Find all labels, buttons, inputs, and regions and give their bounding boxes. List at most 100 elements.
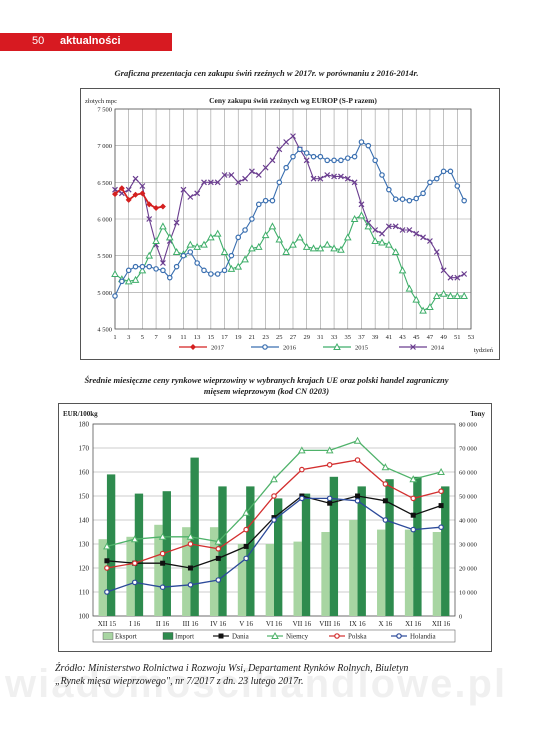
chart2-point-Polska [410, 495, 417, 502]
chart2-bar-Import [385, 479, 394, 616]
chart1-point-2015 [364, 222, 373, 230]
chart1-xtick: 9 [168, 334, 171, 341]
chart2-bar-Import [274, 498, 283, 616]
chart1-point-2016 [365, 142, 372, 149]
chart1-point-2015 [200, 240, 208, 248]
chart1-point-2015 [405, 284, 414, 292]
chart1-point-2015 [172, 247, 181, 255]
chart1-xtick: 47 [427, 334, 434, 341]
chart1-point-2016 [235, 234, 242, 241]
chart1-point-2014 [406, 227, 413, 233]
chart1-point-2014 [317, 175, 324, 182]
chart1-point-2016 [358, 139, 365, 145]
chart1-xtick: 5 [141, 334, 144, 341]
chart1-xtick: 25 [276, 334, 283, 341]
chart2-point-Niemcy [353, 436, 362, 444]
chart2-point-Dania [410, 512, 416, 518]
chart1-xtick: 15 [208, 334, 215, 341]
chart1-point-2015 [453, 291, 462, 299]
chart2-xtick: I 16 [129, 620, 141, 628]
chart2-ytick: 120 [79, 565, 90, 573]
chart2-legend-label: Dania [232, 633, 250, 641]
chart2-point-Polska [354, 457, 361, 463]
chart1-point-2014 [413, 230, 420, 237]
chart1-point-2017 [139, 190, 146, 197]
chart2-xtick: IV 16 [210, 620, 227, 628]
chart2-xtick: V 16 [239, 620, 253, 628]
chart2-y2tick: 40 000 [459, 518, 477, 525]
chart2-ytick: 100 [79, 613, 90, 621]
chart1-point-2015 [111, 269, 119, 277]
chart1-point-2017 [146, 201, 153, 208]
chart1-xtick: 13 [194, 334, 201, 341]
chart1-xtick: 35 [345, 334, 352, 341]
chart2-point-Dania [243, 543, 249, 549]
chart2-bar-Eksport [98, 539, 107, 616]
chart1-point-2017 [112, 191, 118, 198]
chart2-frame: EUR/100kg Tony 100 110 120 130 140 150 160 170 180… [58, 403, 492, 652]
chart1-point-2014 [303, 157, 310, 164]
chart1-point-2014 [372, 227, 379, 233]
chart2-legend-label: Polska [348, 633, 368, 641]
chart1-point-2016 [146, 263, 153, 270]
chart2-legend-swatch [102, 632, 114, 640]
chart1-point-2015 [391, 247, 400, 255]
chart1-point-2014 [255, 172, 262, 178]
chart1-point-2016 [392, 196, 399, 203]
chart2-bar-Eksport [126, 536, 135, 616]
chart2-point-Niemcy [298, 446, 306, 454]
chart1-xtick: 7 [154, 334, 158, 341]
watermark: wiadomoscihandlowe.pl [5, 662, 508, 706]
chart1-point-2016 [331, 157, 337, 164]
chart1-point-2015 [439, 289, 448, 297]
chart2-bar-Import [162, 491, 171, 616]
chart1-point-2015 [460, 291, 468, 299]
chart2-bars-Import [106, 457, 450, 616]
chart2-point-Holandia [187, 582, 194, 588]
chart2-ytick: 170 [79, 445, 90, 453]
chart1-point-2016 [297, 146, 303, 153]
chart2-xtick: IX 16 [349, 620, 366, 628]
chart1-point-2016 [153, 266, 159, 272]
chart2-ytick: 150 [79, 493, 90, 501]
chart2-ytick: 180 [79, 421, 90, 429]
chart2-y2tick: 70 000 [459, 446, 477, 453]
chart1-point-2016 [344, 155, 351, 161]
chart1-point-2016 [187, 249, 194, 255]
chart2-legend-marker [271, 631, 279, 639]
chart1-point-2014 [399, 227, 406, 233]
source-line-2: „Rynek mięsa wieprzowego", nr 7/2017 z d… [55, 676, 304, 687]
chart1-point-2016 [249, 216, 255, 222]
chart1-point-2014 [385, 223, 392, 230]
chart1-xtick: 31 [317, 334, 324, 341]
chart2-legend-label: Import [175, 633, 194, 641]
chart1-xtick: 23 [262, 334, 269, 341]
chart2-y2tick: 20 000 [459, 566, 477, 573]
chart1-xtick: 17 [221, 334, 228, 341]
chart1-point-2017 [118, 185, 125, 192]
chart1-line-2017 [114, 186, 164, 209]
chart1-xlabel: tydzień [474, 347, 494, 354]
chart2-ytick: 160 [79, 469, 90, 477]
chart2-bar-Eksport [349, 520, 358, 616]
chart1-point-2016 [324, 157, 331, 164]
chart2-point-Niemcy [325, 446, 334, 454]
chart1-point-2015 [371, 236, 379, 244]
chart1-ytick: 6 000 [97, 217, 112, 224]
chart2-xtick: XI 16 [405, 620, 422, 628]
chart1-point-2016 [112, 293, 118, 299]
chart1-point-2016 [413, 195, 420, 202]
chart1-point-2015 [207, 233, 215, 241]
chart2-point-Holandia [382, 517, 389, 523]
chart1-point-2016 [194, 260, 200, 266]
chart1-point-2015 [289, 240, 297, 248]
chart1-point-2016 [372, 157, 378, 164]
chart2-point-Niemcy [437, 467, 445, 475]
chart2-xtick: II 16 [156, 620, 170, 628]
chart1-point-2016 [262, 197, 269, 204]
chart1-ylabel: złotych mpc [85, 98, 117, 105]
chart2-bar-Eksport [154, 524, 163, 616]
chart1-point-2015 [193, 242, 201, 250]
chart2-xtick: III 16 [183, 620, 199, 628]
chart2-point-Holandia [104, 589, 110, 595]
